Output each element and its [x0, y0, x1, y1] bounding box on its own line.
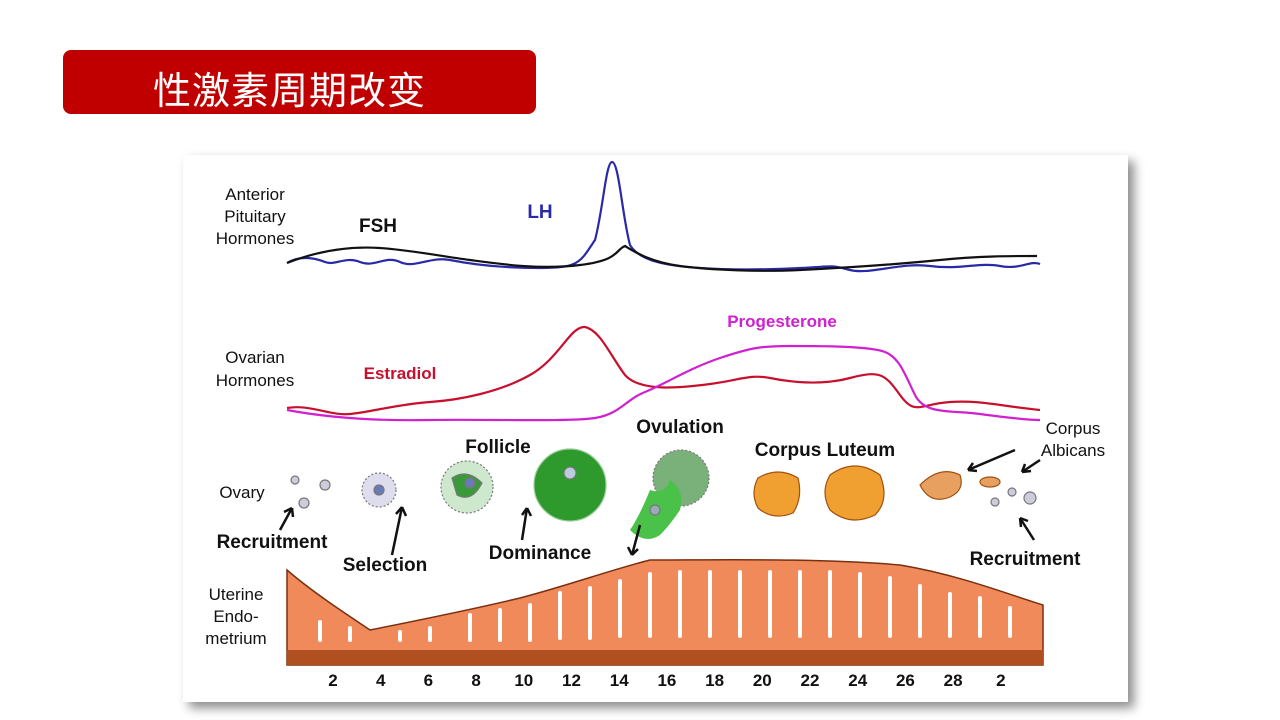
day-label: 2 [328, 671, 337, 690]
day-label: 26 [896, 671, 915, 690]
endometrium-glands [318, 570, 1012, 642]
day-label: 4 [376, 671, 386, 690]
lh-curve [286, 160, 1041, 273]
title: 性激素周期改变 [153, 69, 427, 113]
stage-label: Ovulation [636, 417, 724, 438]
ovary-label: Ovary [219, 483, 265, 502]
stage-label: Corpus [1046, 419, 1101, 438]
arrows [278, 448, 1041, 556]
endometrium-base [287, 650, 1043, 665]
stage-label: Albicans [1041, 441, 1105, 460]
uterine-label: Uterine [209, 585, 264, 604]
lh-label: LH [527, 202, 552, 223]
estradiol-label: Estradiol [364, 364, 437, 383]
uterine-label: metrium [205, 629, 266, 648]
estradiol-curve [286, 325, 1041, 416]
day-label: 16 [657, 671, 676, 690]
day-label: 12 [562, 671, 581, 690]
phase-label: Selection [343, 555, 427, 576]
endometrium [286, 558, 1044, 666]
phase-label: Recruitment [970, 549, 1082, 570]
day-label: 18 [705, 671, 724, 690]
phase-label: Recruitment [217, 532, 329, 553]
day-label: 24 [848, 671, 867, 690]
day-label: 20 [753, 671, 772, 690]
ovary-icons [290, 448, 1037, 539]
label: Ovarian [225, 348, 285, 367]
day-label: 10 [514, 671, 533, 690]
progesterone-label: Progesterone [727, 312, 837, 331]
day-label: 28 [944, 671, 963, 690]
day-label: 6 [424, 671, 433, 690]
phase-label: Dominance [489, 543, 591, 564]
progesterone-curve [286, 344, 1041, 422]
day-label: 2 [996, 671, 1005, 690]
label: Anterior [225, 185, 285, 204]
title-banner: 性激素周期改变 [63, 50, 536, 114]
label: Pituitary [224, 207, 286, 226]
day-label: 8 [471, 671, 480, 690]
label: Hormones [216, 371, 294, 390]
fsh-curve [286, 244, 1038, 272]
day-axis: 2 4 6 8 10 12 14 16 18 20 22 24 26 28 2 [328, 671, 1005, 690]
fsh-label: FSH [359, 216, 397, 237]
stage-label: Follicle [465, 437, 530, 458]
day-label: 22 [801, 671, 820, 690]
label: Hormones [216, 229, 294, 248]
stage-label: Corpus Luteum [755, 440, 895, 461]
day-label: 14 [610, 671, 629, 690]
uterine-label: Endo- [213, 607, 258, 626]
